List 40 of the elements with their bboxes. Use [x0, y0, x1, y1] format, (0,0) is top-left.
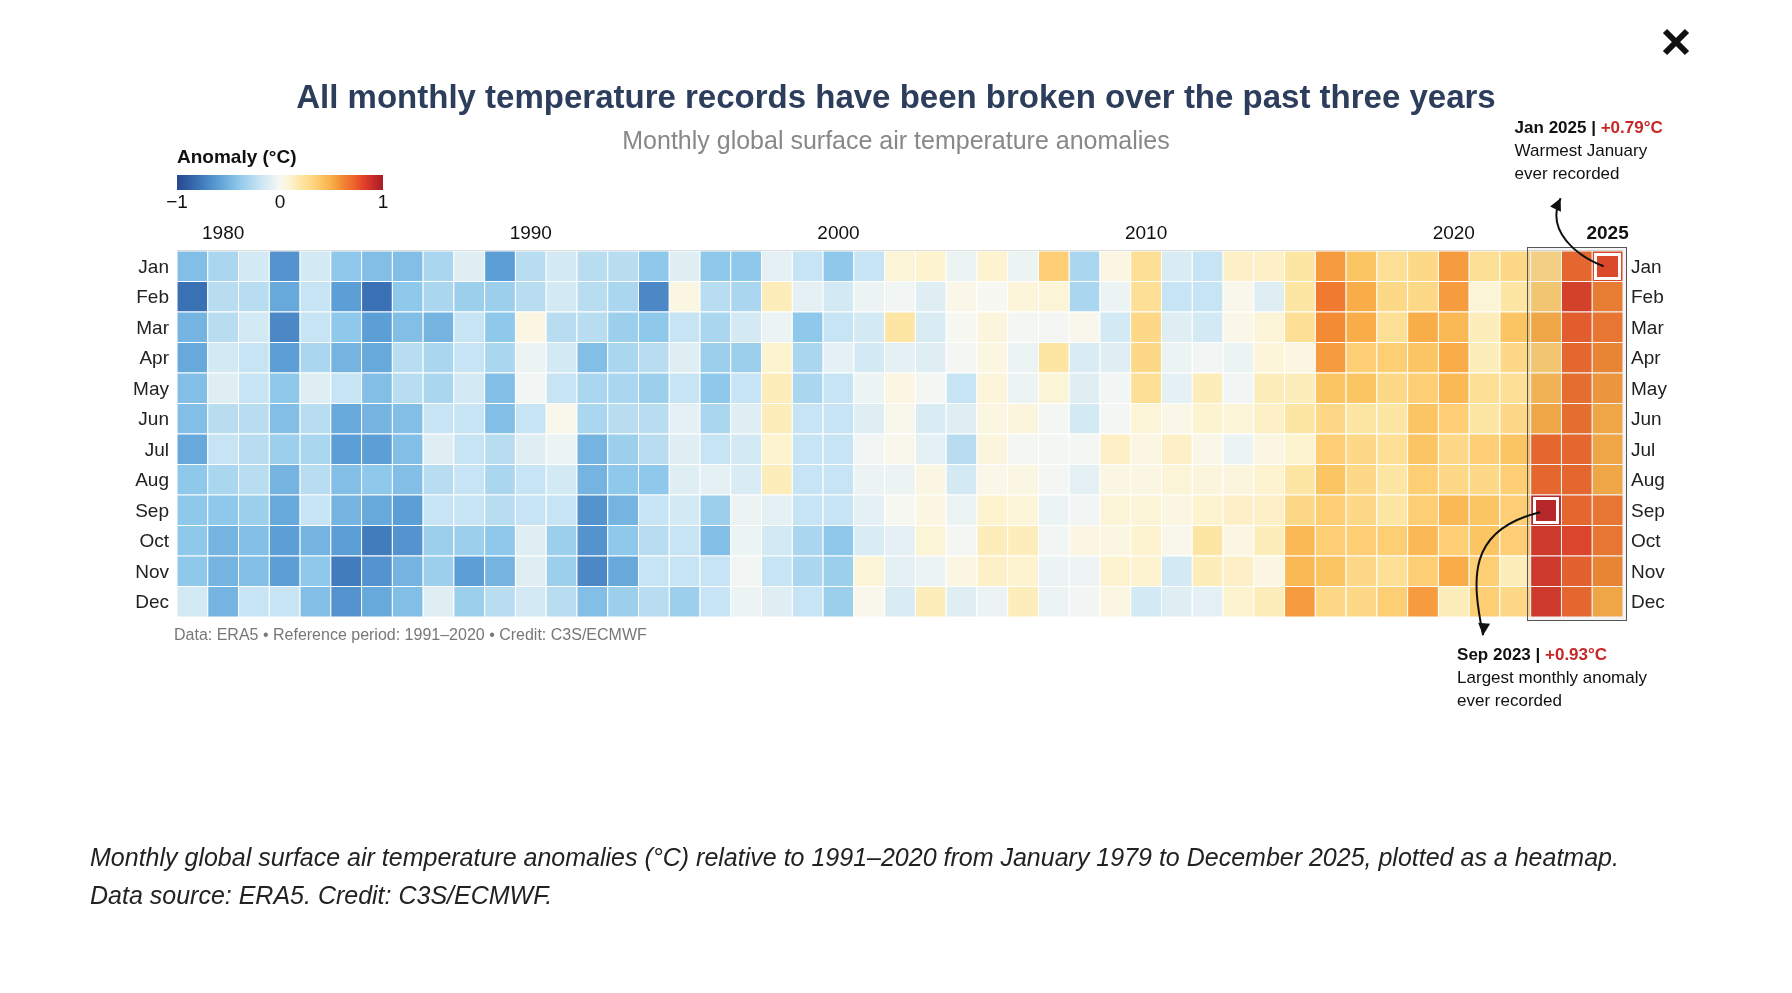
y-tick-label: Jun [1631, 408, 1662, 430]
color-bar-label: −1 [165, 191, 189, 213]
y2-tick-label: Feb [136, 286, 169, 308]
y-tick-label: Oct [1631, 530, 1662, 552]
color-bar-label: 1 [376, 191, 390, 213]
x-tick-label: 1990 [509, 222, 552, 243]
y-tick-label: Nov [1631, 560, 1666, 582]
x-tick-label: 1980 [202, 222, 245, 243]
y2-tick-label: Nov [135, 560, 170, 582]
color-bar-title: Anomaly (°C) [177, 146, 298, 168]
annotation: Jan 2025 | +0.79°C Warmest January ever recorded [1514, 118, 1664, 186]
x-tick-label: 2025 [1586, 222, 1630, 243]
y-tick-label: Sep [1631, 499, 1665, 521]
y-tick-label: May [1631, 377, 1668, 399]
y2-tick-label: Aug [135, 469, 169, 491]
y-tick-label: Aug [1631, 469, 1665, 491]
y-tick-label: Jan [1631, 255, 1662, 277]
x-tick-label: 2020 [1432, 222, 1475, 243]
y2-tick-label: Jun [138, 408, 169, 430]
y2-tick-label: Dec [135, 591, 169, 613]
annotation: Sep 2023 | +0.93°C Largest monthly anomaly ever recorded [1457, 645, 1648, 713]
y2-tick-label: May [133, 377, 170, 399]
y2-tick-label: Jan [138, 255, 169, 277]
y-tick-label: Dec [1631, 591, 1665, 613]
y2-tick-label: Apr [139, 347, 170, 369]
y2-tick-label: Sep [135, 499, 169, 521]
x-tick-label: 2000 [817, 222, 860, 243]
y2-tick-label: Jul [144, 438, 169, 460]
chart-subtitle: Monthly global surface air temperature anomalies [622, 126, 1170, 154]
color-bar-label: 0 [273, 191, 287, 213]
y-tick-label: Mar [1631, 316, 1665, 338]
y-tick-label: Feb [1631, 286, 1664, 308]
x-tick-label: 2010 [1124, 222, 1168, 243]
y-tick-label: Jul [1631, 438, 1656, 460]
text: Monthly global surface air temperature anomalies (°C) relative to 1991–2020 from January 1979 to December 2025, plotted as a heatmap. Data source: ERA5. Credit: C3S/ECMWF. [90, 842, 1620, 911]
chart-title: All monthly temperature records have been broken over the past three years [295, 78, 1497, 116]
y2-tick-label: Mar [136, 316, 170, 338]
text: Data: ERA5 • Reference period: 1991–2020 • Credit: C3S/ECMWF [174, 626, 647, 644]
y2-tick-label: Oct [139, 530, 170, 552]
y-tick-label: Apr [1631, 347, 1662, 369]
